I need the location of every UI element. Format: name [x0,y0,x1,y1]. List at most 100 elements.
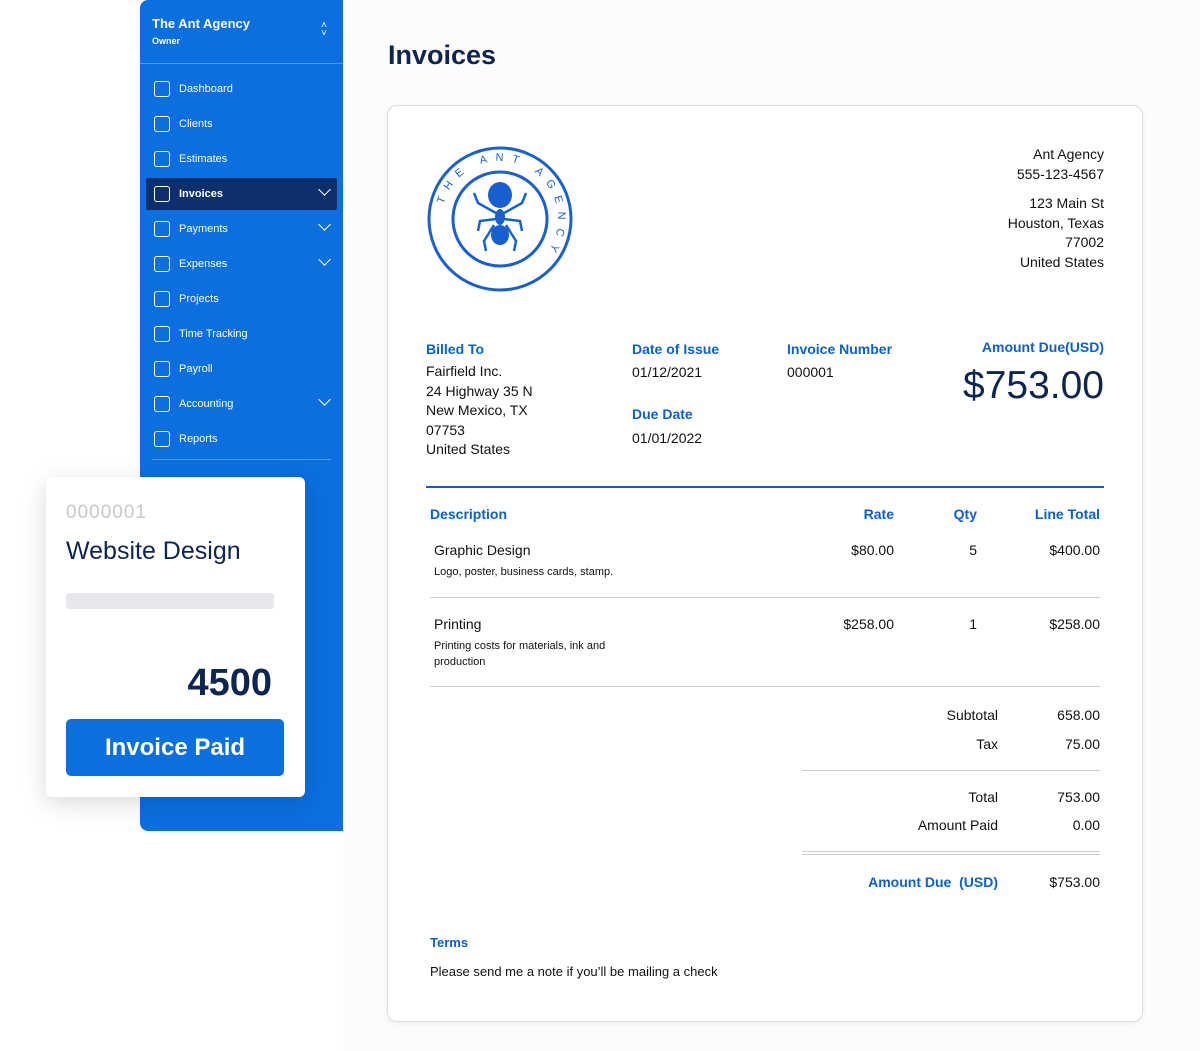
address-line: Houston, Texas [1007,214,1104,231]
sidebar-item-clients[interactable]: Clients [146,108,337,140]
sidebar-item-accounting[interactable]: Accounting [146,388,337,420]
item-name: Graphic Design [434,542,531,558]
report-icon [154,431,170,447]
sidebar-item-label: Clients [179,118,213,130]
chevron-down-icon[interactable] [318,218,331,231]
clock-icon [154,326,170,342]
sidebar-item-label: Reports [179,433,218,445]
amount-due-big: $753.00 [963,364,1104,407]
chart-icon [154,81,170,97]
card-amount: 4500 [187,662,272,704]
sidebar-item-label: Accounting [179,398,234,410]
address-line: Fairfield Inc. [426,363,503,379]
card-invoice-id: 0000001 [66,502,147,523]
sidebar-item-label: Payments [179,223,228,235]
billed-to-label: Billed To [426,341,485,357]
due-date-label: Due Date [632,406,693,422]
org-switcher[interactable]: The Ant Agency Owner ˄ ˅ [140,0,343,64]
address-line: 07753 [426,421,465,438]
user-role: Owner [152,36,181,46]
item-description: Printing costs for materials, ink and pr… [434,640,606,668]
date-of-issue: 01/12/2021 [632,364,703,380]
item-name: Printing [434,616,482,632]
bar-chart-icon [154,396,170,412]
subtotal: 658.00 [1057,707,1100,723]
address-line: United States [426,441,511,457]
page-title: Invoices [388,40,497,70]
chevron-updown-icon: ˄ ˅ [321,20,327,39]
item-description: Logo, poster, business cards, stamp. [434,566,614,578]
address-line: 555-123-4567 [1016,165,1104,182]
sidebar-item-label: Dashboard [179,83,233,95]
address-line: 24 Highway 35 N [426,382,533,399]
col-description: Description [430,506,508,522]
user-icon [154,116,170,132]
address-line: 123 Main St [1029,195,1104,211]
sender-address: Ant Agency 555-123-4567 123 Main St Houston… [1008,145,1104,272]
invoice-summary-card: 0000001 Website Design 4500 Invoice Paid [46,477,305,797]
amount-due-footer-label: Amount Due (USD) [868,874,998,890]
sidebar-item-dashboard[interactable]: Dashboard [146,73,337,105]
total: 753.00 [1057,789,1100,805]
invoice-number: 000001 [787,364,834,380]
sidebar-item-invoices[interactable]: Invoices [146,178,337,210]
invoice-paid-button[interactable]: Invoice Paid [66,719,284,776]
col-qty: Qty [953,506,977,522]
item-total: $400.00 [1049,542,1100,558]
placeholder-bar [66,593,274,609]
amount-due-label: Amount Due(USD) [981,339,1104,355]
divider [152,459,331,460]
receipt-icon [154,256,170,272]
address-line: New Mexico, TX [426,402,528,418]
divider [430,686,1100,687]
address-line: 77002 [1065,234,1104,250]
sidebar-item-label: Time Tracking [179,328,248,340]
col-rate: Rate [863,506,894,522]
header-divider [426,486,1104,488]
calculator-icon [154,151,170,167]
item-qty: 1 [969,616,977,632]
invoice-icon [154,186,170,202]
invoice-document: THE ANT AGENCY Ant Agency 555-123-4567 123… [387,105,1143,1022]
sidebar-item-reports[interactable]: Reports [146,423,337,455]
sidebar-item-label: Expenses [179,258,228,270]
double-divider [802,851,1100,855]
sidebar-item-payroll[interactable]: Payroll [146,353,337,385]
address-line: United States [1019,253,1104,270]
item-qty: 5 [969,542,977,558]
col-line-total: Line Total [1034,506,1100,522]
amount-paid: 0.00 [1072,817,1100,833]
nav-list: Dashboard Clients Estimates Invoices Payment… [140,64,343,455]
tax-label: Tax [976,736,998,752]
sidebar-item-label: Estimates [179,153,228,165]
chevron-down-icon[interactable] [318,253,331,266]
divider [430,597,1100,598]
address-line: Ant Agency [1033,146,1104,162]
invoice-number-label: Invoice Number [787,341,893,357]
amount-due-footer: $753.00 [1049,874,1100,890]
card-title: Website Design [66,537,241,565]
folder-icon [154,291,170,307]
sidebar-item-expenses[interactable]: Expenses [146,248,337,280]
sidebar-item-estimates[interactable]: Estimates [146,143,337,175]
billed-to-address: Fairfield Inc. 24 Highway 35 N New Mexico,… [426,362,533,460]
sidebar-item-label: Payroll [179,363,213,375]
wallet-icon [154,221,170,237]
ant-agency-logo: THE ANT AGENCY [427,146,573,292]
terms-text: Please send me a note if you’ll be maili… [430,964,718,979]
tax: 75.00 [1064,736,1100,752]
subtotal-label: Subtotal [946,707,998,723]
terms-label: Terms [430,935,469,950]
item-rate: $258.00 [843,616,894,632]
item-total: $258.00 [1049,616,1100,632]
people-icon [154,361,170,377]
amount-paid-label: Amount Paid [917,817,998,833]
chevron-down-icon[interactable] [318,393,331,406]
sidebar-item-projects[interactable]: Projects [146,283,337,315]
sidebar-item-payments[interactable]: Payments [146,213,337,245]
date-of-issue-label: Date of Issue [632,341,720,357]
chevron-down-icon[interactable] [318,183,331,196]
org-name: The Ant Agency [152,16,250,31]
item-rate: $80.00 [851,542,894,558]
sidebar-item-time-tracking[interactable]: Time Tracking [146,318,337,350]
